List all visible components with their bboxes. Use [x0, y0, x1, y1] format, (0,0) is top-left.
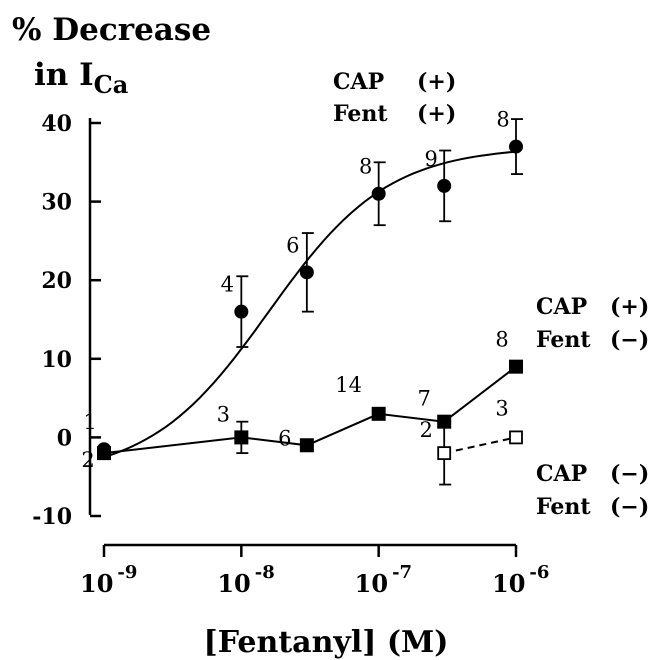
y-ticks: -10 0 10 20 30 40 [32, 111, 101, 530]
x-tick-label: 10 -7 [355, 562, 412, 598]
label-cap-plus-fent-minus-fent: Fent [536, 327, 591, 353]
y-axis-title-subscript: Ca [94, 70, 129, 99]
sample-size-label: 14 [335, 373, 362, 397]
x-tick-label: 10 -9 [80, 562, 137, 598]
label-cap-minus-fent-minus-fent: Fent [536, 494, 591, 520]
label-cap-plus-fent-minus-fent-sign: (−) [610, 327, 649, 353]
sample-size-label: 2 [81, 448, 94, 472]
x-tick-label: 10 -8 [217, 562, 274, 598]
label-cap-plus-fent-plus: CAP (+) Fent (+) [333, 69, 456, 127]
data-point-square [97, 446, 111, 461]
sample-size-label: 9 [425, 147, 438, 171]
fit-curve-cap-plus-fent-plus [103, 150, 517, 459]
label-cap-plus-fent-minus-cap-sign: (+) [610, 294, 649, 320]
data-point-square [371, 406, 386, 421]
x-tick-label: 10 -6 [492, 562, 549, 598]
data-point-circle [299, 265, 314, 280]
sample-size-label: 3 [495, 396, 508, 420]
y-axis-title-line1: % Decrease [12, 12, 211, 48]
label-cap-minus-fent-minus-cap: CAP [536, 461, 587, 487]
sample-size-label: 4 [221, 273, 234, 297]
y-tick-label: -10 [32, 504, 72, 530]
data-point-square [234, 430, 249, 445]
y-tick-label: 0 [57, 425, 72, 451]
sample-size-label: 6 [286, 233, 299, 257]
x-axis-title: [Fentanyl] (M) [204, 625, 449, 660]
label-cap-minus-fent-minus: CAP (−) Fent (−) [536, 461, 649, 520]
y-tick-label: 10 [41, 347, 72, 373]
sample-size-label: 8 [496, 108, 509, 132]
series-line-1 [103, 365, 517, 455]
sample-size-label: 1 [83, 410, 96, 434]
data-point-circle [234, 304, 249, 319]
data-point-circle [371, 186, 386, 201]
y-tick-label: 20 [41, 268, 72, 294]
label-cap-plus-fent-plus-cap: CAP [333, 69, 384, 95]
y-tick-label: 30 [41, 190, 72, 216]
label-cap-plus-fent-plus-fent: Fent [333, 101, 388, 127]
series-line-2 [443, 436, 517, 455]
sample-size-label: 7 [418, 387, 431, 411]
y-axis-title-prefix: in I [34, 57, 94, 93]
sample-size-label: 2 [420, 418, 433, 442]
data-point-circle [509, 139, 523, 154]
x-ticks: 10 -9 10 -8 10 -7 10 -6 [80, 545, 549, 598]
sample-size-label: 8 [359, 155, 372, 179]
data-point-open-square [437, 446, 452, 461]
sample-size-label: 8 [495, 328, 508, 352]
label-cap-plus-fent-plus-cap-sign: (+) [417, 69, 456, 95]
data-point-square [299, 438, 314, 453]
y-tick-label: 40 [41, 111, 72, 137]
label-cap-plus-fent-minus-cap: CAP [536, 294, 587, 320]
label-cap-minus-fent-minus-cap-sign: (−) [610, 461, 649, 487]
label-cap-plus-fent-minus: CAP (+) Fent (−) [536, 294, 649, 353]
y-axis-title-line2: in ICa [34, 57, 128, 99]
sample-size-label: 3 [217, 402, 230, 426]
sample-size-label: 6 [278, 426, 291, 450]
label-cap-plus-fent-plus-fent-sign: (+) [417, 101, 456, 127]
data-point-square [509, 359, 523, 374]
data-point-circle [437, 178, 452, 193]
label-cap-minus-fent-minus-fent-sign: (−) [610, 494, 649, 520]
data-point-open-square [509, 430, 523, 445]
